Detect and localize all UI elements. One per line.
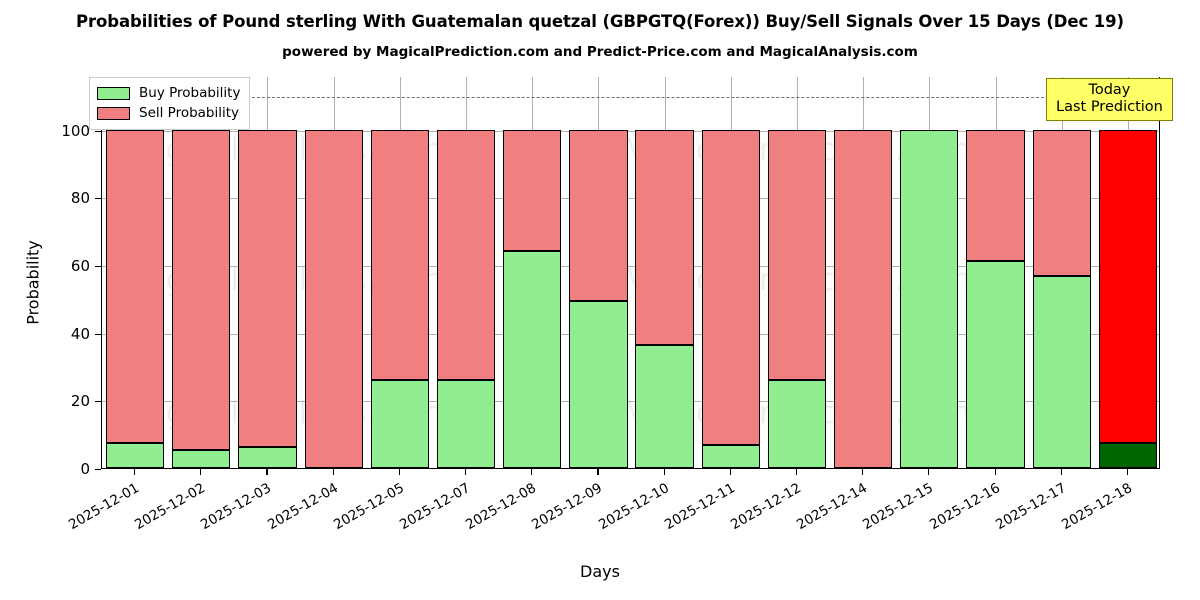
bar-group[interactable] <box>238 77 297 468</box>
bar-segment-buy[interactable] <box>635 345 694 468</box>
reference-dashed-line <box>102 96 1159 98</box>
chart-legend: Buy Probability Sell Probability <box>89 77 251 130</box>
bar-segment-sell[interactable] <box>436 129 496 380</box>
bar-segment-buy[interactable] <box>900 129 959 468</box>
bar-segment-buy[interactable] <box>767 380 827 468</box>
x-tick-mark <box>266 469 268 475</box>
y-axis-label: Probability <box>23 240 43 325</box>
bar-segment-buy[interactable] <box>1032 276 1091 468</box>
legend-swatch-buy-icon <box>97 86 130 100</box>
bar-segment-buy[interactable] <box>105 442 165 468</box>
gridline-y <box>102 265 1159 267</box>
y-tick-mark <box>95 198 101 200</box>
bar-group[interactable] <box>635 77 694 468</box>
y-tick-label: 100 <box>61 121 90 140</box>
legend-swatch-sell-icon <box>97 106 130 120</box>
y-tick-mark <box>95 265 101 267</box>
gridline-y <box>102 198 1159 200</box>
bar-segment-sell[interactable] <box>1032 129 1091 277</box>
bar-segment-sell[interactable] <box>304 129 363 468</box>
today-annotation-line1: Today <box>1088 82 1131 98</box>
bar-segment-buy[interactable] <box>569 300 628 468</box>
x-tick-mark <box>465 469 467 475</box>
y-tick-label: 40 <box>70 324 90 343</box>
y-tick-mark <box>95 130 101 132</box>
legend-label-sell: Sell Probability <box>139 105 240 121</box>
x-tick-mark <box>994 469 996 475</box>
bar-segment-buy[interactable] <box>503 251 562 468</box>
bar-segment-buy[interactable] <box>1098 442 1158 468</box>
bar-group[interactable] <box>370 77 429 468</box>
y-tick-mark <box>95 401 101 403</box>
legend-label-buy: Buy Probability <box>139 85 241 101</box>
bar-group[interactable] <box>1032 77 1091 468</box>
bar-segment-buy[interactable] <box>436 380 496 468</box>
bar-group[interactable] <box>569 77 628 468</box>
bar-group[interactable] <box>503 77 562 468</box>
x-tick-mark <box>663 469 665 475</box>
bar-segment-sell[interactable] <box>701 129 760 446</box>
x-tick-mark <box>200 469 202 475</box>
x-tick-mark <box>531 469 533 475</box>
x-tick-mark <box>1126 469 1128 475</box>
bar-group[interactable] <box>900 77 959 468</box>
gridline-y <box>102 130 1159 132</box>
bar-group[interactable] <box>105 77 165 468</box>
gridline-y <box>102 333 1159 335</box>
today-annotation: Today Last Prediction <box>1046 78 1173 122</box>
x-tick-mark <box>134 469 136 475</box>
today-annotation-line2: Last Prediction <box>1056 98 1163 115</box>
bar-group[interactable] <box>304 77 363 468</box>
legend-item-sell: Sell Probability <box>97 103 240 123</box>
gridline-y <box>102 401 1159 403</box>
bar-segment-sell[interactable] <box>1098 129 1158 443</box>
bar-segment-buy[interactable] <box>238 446 297 468</box>
x-tick-mark <box>928 469 930 475</box>
bar-segment-buy[interactable] <box>370 380 429 468</box>
bar-segment-sell[interactable] <box>966 129 1025 261</box>
page-title: Probabilities of Pound sterling With Gua… <box>75 12 1124 31</box>
bar-segment-sell[interactable] <box>370 129 429 380</box>
y-tick-label: 20 <box>70 392 90 411</box>
bar-segment-sell[interactable] <box>172 129 231 450</box>
bar-group[interactable] <box>767 77 827 468</box>
bar-segment-sell[interactable] <box>569 129 628 301</box>
bar-group[interactable] <box>172 77 231 468</box>
x-tick-mark <box>795 469 798 475</box>
x-tick-mark <box>1060 469 1062 475</box>
bar-group[interactable] <box>834 77 893 468</box>
bar-segment-buy[interactable] <box>966 260 1025 468</box>
bar-segment-buy[interactable] <box>172 449 231 468</box>
legend-item-buy: Buy Probability <box>97 83 240 103</box>
x-axis-label: Days <box>580 562 620 581</box>
x-tick-mark <box>862 469 864 475</box>
plot-area: MagicalAnalysis.comMagicalPrediction.com… <box>101 77 1160 469</box>
x-tick-mark <box>398 469 400 475</box>
bar-group[interactable] <box>966 77 1025 468</box>
bar-segment-sell[interactable] <box>834 129 893 468</box>
y-tick-label: 60 <box>70 256 90 275</box>
y-tick-label: 0 <box>80 460 90 478</box>
chart-subtitle: powered by MagicalPrediction.com and Pre… <box>282 44 918 60</box>
bar-segment-sell[interactable] <box>767 129 827 380</box>
bar-segment-sell[interactable] <box>503 129 562 252</box>
plot-inner: MagicalAnalysis.comMagicalPrediction.com… <box>102 77 1159 468</box>
x-tick-mark <box>729 469 731 475</box>
bar-segment-buy[interactable] <box>701 445 760 468</box>
bar-segment-sell[interactable] <box>238 129 297 447</box>
x-tick-mark <box>597 469 599 475</box>
bar-group[interactable] <box>436 77 496 468</box>
bar-segment-sell[interactable] <box>635 129 694 346</box>
bar-segment-sell[interactable] <box>105 129 165 443</box>
bar-group[interactable] <box>701 77 760 468</box>
y-tick-mark <box>95 333 101 335</box>
bar-group[interactable] <box>1098 77 1158 468</box>
y-tick-mark <box>95 469 101 471</box>
x-tick-mark <box>332 469 334 475</box>
y-tick-label: 80 <box>70 189 90 208</box>
